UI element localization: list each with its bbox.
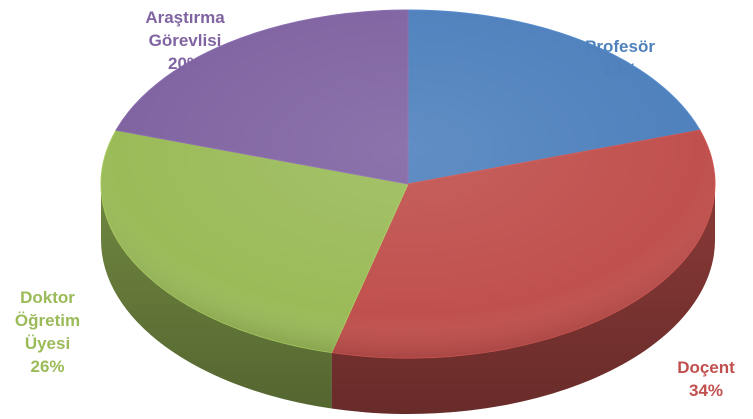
pie-top-shine [101, 10, 715, 358]
pie-side-shading [101, 184, 715, 414]
slice-label-doktor-line-2: Öğretim [14, 311, 81, 330]
slice-label-docent-name: Doçent [677, 358, 735, 377]
slice-label-docent: Doçent 34% [660, 356, 752, 402]
slice-label-doktor-line-1: Doktor [20, 288, 75, 307]
slice-label-doktor-ogretim-uyesi: Doktor Öğretim Üyesi 26% [0, 286, 95, 378]
slice-label-profesor-percent: 20% [602, 60, 638, 79]
slice-label-docent-percent: 34% [688, 381, 724, 400]
slice-label-arastirma-line-1: Araştırma [145, 8, 225, 27]
slice-label-arastirma-gorevlisi: Araştırma Görevlisi 20% [115, 6, 255, 75]
slice-label-arastirma-percent: 20% [167, 54, 203, 73]
slice-label-doktor-line-3: Üyesi [24, 334, 71, 353]
slice-label-profesor-name: Profesör [585, 37, 655, 56]
slice-label-arastirma-line-2: Görevlisi [148, 31, 222, 50]
slice-label-profesor: Profesör 20% [560, 35, 680, 81]
slice-label-doktor-percent: 26% [30, 357, 65, 376]
